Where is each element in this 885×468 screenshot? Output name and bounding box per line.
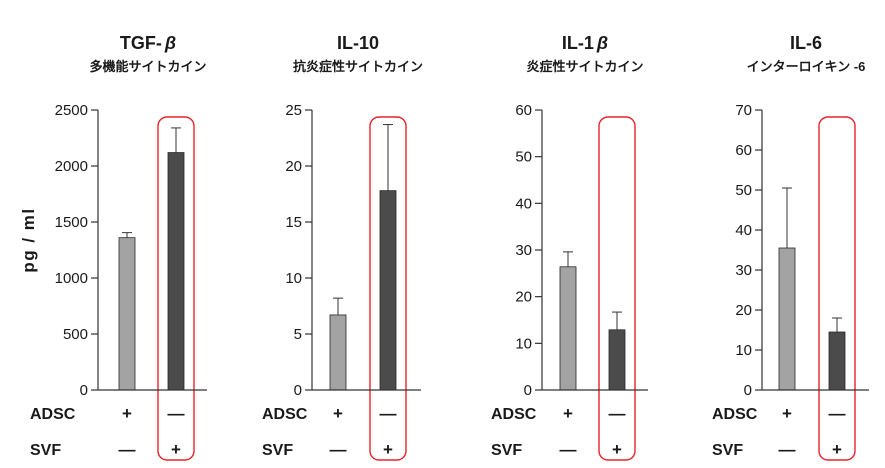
y-tick-label: 70 — [735, 102, 752, 119]
y-tick-label: 40 — [515, 195, 532, 212]
bar-2 — [167, 152, 185, 391]
y-tick-label: 20 — [735, 302, 752, 319]
bar-1 — [329, 314, 347, 391]
y-tick-label: 500 — [63, 326, 88, 343]
y-tick-label: 15 — [285, 214, 302, 231]
bar-1 — [118, 237, 136, 391]
condition-mark: + — [333, 404, 343, 423]
y-tick-label: 30 — [735, 262, 752, 279]
condition-mark: — — [609, 404, 626, 423]
y-tick-label: 20 — [515, 289, 532, 306]
chart-subtitle: インターロイキン -6 — [747, 59, 866, 74]
chart-subtitle: 抗炎症性サイトカイン — [293, 59, 423, 74]
highlight-box — [157, 116, 195, 461]
condition-mark: + — [122, 404, 132, 423]
condition-mark: + — [782, 404, 792, 423]
y-tick-label: 25 — [285, 102, 302, 119]
condition-mark: + — [832, 440, 842, 459]
condition-mark: + — [563, 404, 573, 423]
chart-title: IL-1 β — [562, 33, 608, 53]
y-tick-label: 60 — [515, 102, 532, 119]
highlight-box — [818, 116, 856, 461]
condition-mark: — — [330, 440, 347, 459]
chart-title: IL-10 — [337, 33, 379, 53]
condition-label: SVF — [712, 442, 743, 459]
y-tick-label: 0 — [80, 382, 88, 399]
condition-mark: — — [380, 404, 397, 423]
condition-mark: — — [829, 404, 846, 423]
condition-label: SVF — [491, 442, 522, 459]
y-axis-label: pg / ml — [19, 207, 38, 272]
chart-title-part: TGF- — [120, 33, 162, 53]
y-tick-label: 0 — [744, 382, 752, 399]
condition-label: SVF — [262, 442, 293, 459]
condition-label: ADSC — [262, 406, 308, 423]
y-tick-label: 40 — [735, 222, 752, 239]
y-tick-label: 5 — [294, 326, 302, 343]
condition-mark: + — [612, 440, 622, 459]
condition-label: SVF — [30, 442, 61, 459]
y-tick-label: 1000 — [55, 270, 88, 287]
highlight-box — [369, 116, 407, 461]
y-tick-label: 0 — [524, 382, 532, 399]
chart-title-part: β — [596, 33, 608, 53]
highlight-box — [598, 116, 636, 461]
condition-label: ADSC — [712, 406, 758, 423]
y-tick-label: 10 — [285, 270, 302, 287]
chart-title: IL-6 — [790, 33, 822, 53]
condition-mark: — — [168, 404, 185, 423]
chart-title: TGF-β — [120, 33, 176, 53]
chart-title-part: IL-10 — [337, 33, 379, 53]
y-tick-label: 60 — [735, 142, 752, 159]
chart-panel-2: 0 5 10 15 20 25 IL-10 抗炎症性サイトカイン ADSC + — SVF — + — [262, 33, 423, 461]
condition-mark: — — [779, 440, 796, 459]
y-tick-label: 2500 — [55, 102, 88, 119]
bar-2 — [379, 190, 397, 391]
condition-label: ADSC — [491, 406, 537, 423]
condition-label: ADSC — [30, 406, 76, 423]
y-tick-label: 10 — [515, 335, 532, 352]
bar-1 — [778, 247, 796, 391]
y-tick-label: 20 — [285, 158, 302, 175]
chart-panel-4: 0 10 20 30 40 50 60 70 IL-6 インターロイキン -6 ADSC + — SVF —… — [712, 33, 869, 461]
y-tick-label: 2000 — [55, 158, 88, 175]
chart-title-part: IL-6 — [790, 33, 822, 53]
y-tick-label: 10 — [735, 342, 752, 359]
chart-panel-1: 0 500 1000 1500 2000 2500 TGF-β 多機能サイトカイン ADSC + —… — [30, 33, 207, 461]
chart-subtitle: 多機能サイトカイン — [89, 59, 206, 74]
chart-title-part: IL-1 — [562, 33, 594, 53]
chart-title-part: β — [164, 33, 176, 53]
y-tick-label: 0 — [294, 382, 302, 399]
chart-panel-3: 0 10 20 30 40 50 60 IL-1 β 炎症性サイトカイン ADSC + — SVF — + — [491, 33, 648, 461]
y-tick-label: 50 — [515, 149, 532, 166]
chart-subtitle: 炎症性サイトカイン — [526, 59, 643, 74]
y-tick-label: 1500 — [55, 214, 88, 231]
condition-mark: — — [119, 440, 136, 459]
bar-2 — [828, 331, 846, 391]
condition-mark: + — [171, 440, 181, 459]
y-tick-label: 50 — [735, 182, 752, 199]
bar-1 — [559, 266, 577, 391]
y-tick-label: 30 — [515, 242, 532, 259]
condition-mark: + — [383, 440, 393, 459]
condition-mark: — — [560, 440, 577, 459]
bar-2 — [608, 329, 626, 391]
